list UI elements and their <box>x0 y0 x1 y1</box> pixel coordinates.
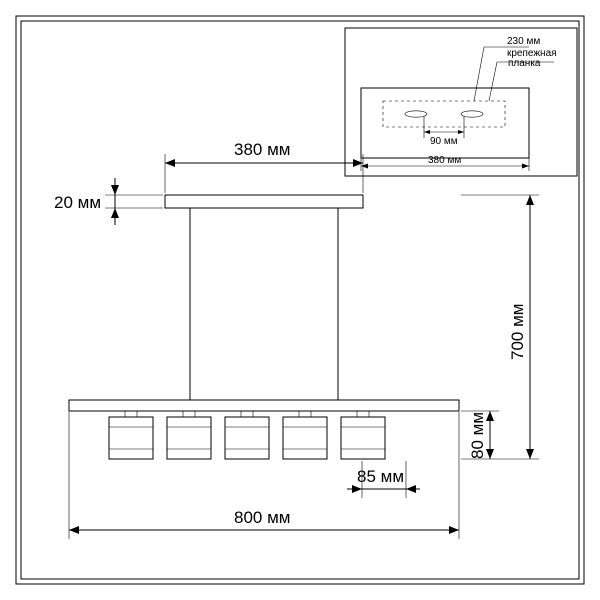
dim-canopy-height: 20 мм <box>54 193 101 212</box>
inset-slot-gap: 90 мм <box>430 136 458 147</box>
dimensions: 380 мм 20 мм 700 мм 80 мм 85 мм <box>54 140 539 539</box>
shade-5 <box>341 411 385 459</box>
inset-plate-width: 380 мм <box>428 155 461 166</box>
dim-shade-width: 85 мм <box>357 467 404 486</box>
shade-2 <box>167 411 211 459</box>
dim-total-width: 800 мм <box>234 508 290 527</box>
inner-frame <box>21 21 579 579</box>
inset-bracket-name-l2: планка <box>508 58 541 69</box>
inset-diagram: 230 мм крепежная планка 90 мм 380 мм <box>345 28 577 176</box>
shade-row <box>109 411 385 459</box>
lamp-drawing <box>69 195 459 459</box>
dim-shade-height: 80 мм <box>468 412 487 459</box>
shade-3 <box>225 411 269 459</box>
shade-1 <box>109 411 153 459</box>
inset-bracket-width: 230 мм <box>507 36 540 47</box>
dim-total-height: 700 мм <box>508 304 527 360</box>
dim-canopy-width: 380 мм <box>234 140 290 159</box>
technical-drawing: 230 мм крепежная планка 90 мм 380 мм <box>0 0 600 600</box>
shade-4 <box>283 411 327 459</box>
